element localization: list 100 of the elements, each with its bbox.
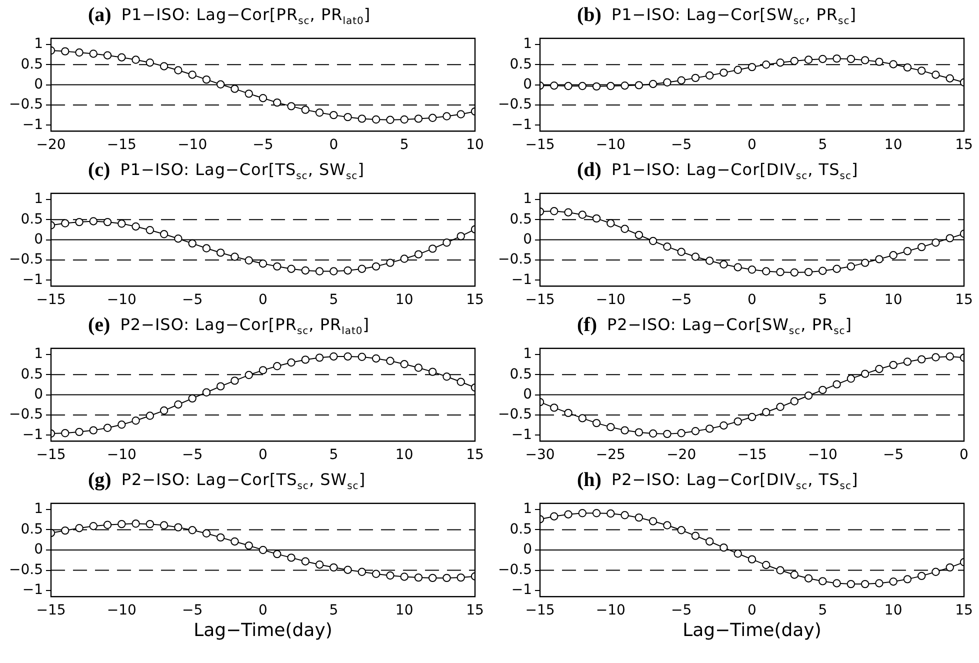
x-tick-label: −10 [106,602,136,619]
x-tick-label: 10 [395,602,414,619]
x-tick-label: 0 [258,447,268,464]
x-tick-label: 5 [400,137,409,154]
x-tick-label: −5 [182,602,203,619]
x-tick-label: −5 [252,137,274,154]
x-tick-label: −5 [182,292,203,308]
text: (d) [577,159,602,182]
y-tick-label: 1 [34,501,43,518]
x-tick-label: 10 [395,447,414,464]
x-tick-label: −10 [596,137,626,154]
y-tick-label: 1 [523,346,532,362]
y-tick-label: 1 [34,36,43,52]
chart-title: P2−ISO: Lag−Cor[DIV$_{sc}$, TS$_{sc}$] [611,470,858,492]
x-tick-label: 0 [258,602,268,619]
y-tick-label: −0.5 [498,96,532,113]
x-tick-label: 10 [884,602,902,619]
text: (e) [88,314,110,337]
x-tick-label: −15 [525,602,555,619]
x-tick-label: −10 [808,447,838,464]
x-tick-label: −25 [596,447,626,464]
y-tick-label: −1 [22,426,43,443]
x-axis-title: Lag−Time(day) [682,620,822,641]
y-tick-label: 0 [523,76,532,92]
x-tick-label: 5 [329,447,338,464]
x-tick-label: −10 [178,137,208,154]
y-tick-label: −1 [511,426,532,443]
chart-title: P2−ISO: Lag−Cor[PR$_{sc}$, PR$_{lat0}$] [120,314,370,337]
text: (h) [577,469,602,492]
y-tick-label: 0.5 [510,56,532,72]
x-tick-label: −10 [596,292,626,308]
x-tick-label: −5 [671,292,692,308]
y-tick-label: −0.5 [498,406,532,423]
x-tick-label: −15 [36,447,66,464]
y-tick-label: 0 [523,386,532,402]
text: (g) [88,469,112,492]
y-tick-label: 0 [34,76,43,92]
x-tick-label: 0 [329,137,338,154]
y-tick-label: 0.5 [510,211,532,228]
y-tick-label: 0.5 [20,366,43,382]
chart-title: P1−ISO: Lag−Cor[SW$_{sc}$, PR$_{sc}$] [611,4,857,27]
x-tick-label: −5 [883,447,904,464]
y-tick-label: −0.5 [8,562,43,578]
y-tick-label: −0.5 [498,252,532,268]
x-tick-label: −10 [106,447,136,464]
text: (a) [88,4,112,27]
chart-title: P1−ISO: Lag−Cor[PR$_{sc}$, PR$_{lat0}$] [121,4,371,27]
x-tick-label: 15 [466,447,484,464]
x-tick-label: −15 [36,602,66,619]
text: (b) [577,4,602,27]
y-tick-label: 0.5 [20,211,43,228]
y-tick-label: −1 [22,272,43,288]
chart-title: P2−ISO: Lag−Cor[SW$_{sc}$, PR$_{sc}$] [606,314,852,337]
x-tick-label: −30 [525,447,555,464]
y-tick-label: 1 [523,191,532,208]
y-tick-label: 0.5 [510,366,532,382]
x-tick-label: 15 [955,292,973,308]
x-tick-label: −5 [671,602,692,619]
x-tick-label: 10 [395,292,414,308]
x-tick-label: −15 [737,447,767,464]
x-tick-label: 5 [329,292,338,308]
chart-title: P1−ISO: Lag−Cor[DIV$_{sc}$, TS$_{sc}$] [611,160,858,182]
x-tick-label: 10 [884,292,902,308]
text: (c) [88,159,110,182]
x-tick-label: −20 [666,447,696,464]
y-tick-label: 0 [34,542,43,558]
y-tick-label: 0 [523,542,532,558]
x-tick-label: −15 [106,137,136,154]
y-tick-label: −1 [511,116,532,133]
y-tick-label: −0.5 [8,406,43,423]
x-tick-label: 0 [258,292,268,308]
x-tick-label: 15 [466,602,484,619]
y-tick-label: 1 [34,191,43,208]
x-tick-label: 0 [748,292,756,308]
y-tick-label: 1 [523,501,532,518]
chart-title: P1−ISO: Lag−Cor[TS$_{sc}$, SW$_{sc}$] [120,160,364,182]
x-tick-label: 0 [748,137,756,154]
x-tick-label: 15 [955,602,973,619]
x-tick-label: 5 [818,292,828,308]
y-tick-label: 0.5 [20,56,43,72]
y-tick-label: 0.5 [510,521,532,538]
y-tick-label: −1 [511,582,532,598]
x-tick-label: 5 [329,602,338,619]
x-tick-label: 10 [466,137,484,154]
x-tick-label: 5 [818,602,828,619]
y-tick-label: 1 [523,36,532,52]
x-tick-label: −5 [182,447,203,464]
y-tick-label: 0 [523,231,532,248]
x-tick-label: −10 [106,292,136,308]
y-tick-label: −0.5 [498,562,532,578]
y-tick-label: −1 [22,116,43,133]
x-axis-title: Lag−Time(day) [194,620,332,641]
y-tick-label: 0 [34,231,43,248]
x-tick-label: 5 [818,137,828,154]
text: (f) [577,314,597,337]
x-tick-label: 0 [748,602,756,619]
chart-title: P2−ISO: Lag−Cor[TS$_{sc}$, SW$_{sc}$] [121,470,366,492]
x-tick-label: −20 [36,137,66,154]
x-tick-label: 10 [884,137,902,154]
x-tick-label: 15 [955,137,973,154]
